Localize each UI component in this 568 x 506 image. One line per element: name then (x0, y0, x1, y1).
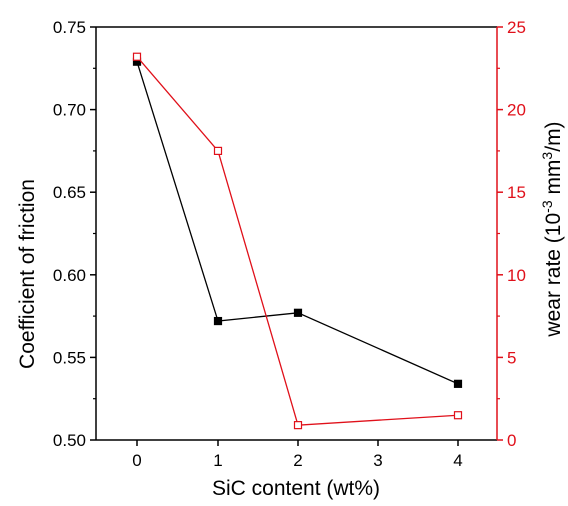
y-axis-title-right-prefix: wear rate (10 (542, 213, 565, 338)
plot-frame (95, 26, 498, 441)
x-axis-title: SiC content (wt%) (212, 477, 380, 500)
y-right-tick-label: 0 (507, 431, 516, 450)
y-axis-title-right-exp1: -3 (539, 200, 555, 213)
y-left-tick-label: 0.55 (53, 348, 86, 367)
wear-rate-data-point (453, 411, 463, 420)
y-right-tick-label: 5 (507, 348, 516, 367)
wear-rate-series-line (136, 56, 459, 426)
y-right-tick-label: 15 (507, 183, 526, 202)
x-tick-label: 3 (373, 451, 382, 470)
wear-rate-data-point (213, 146, 223, 155)
x-tick-label: 2 (293, 451, 302, 470)
y-left-tick-label: 0.50 (53, 431, 86, 450)
y-axis-title-right-exp2: 3 (539, 152, 555, 160)
y-axis-title-right-suffix: /m) (542, 121, 565, 151)
y-left-tick-label: 0.75 (53, 18, 86, 37)
friction-series-line (136, 61, 459, 385)
y-right-tick-label: 25 (507, 18, 526, 37)
x-tick-label: 4 (453, 451, 462, 470)
y-left-tick-label: 0.65 (53, 183, 86, 202)
y-right-tick-label: 10 (507, 266, 526, 285)
y-axis-title-left: Coefficient of friction (16, 179, 39, 369)
friction-data-point (213, 316, 223, 326)
x-tick-label: 1 (213, 451, 222, 470)
y-right-tick-label: 20 (507, 101, 526, 120)
wear-rate-data-point (293, 421, 303, 430)
friction-data-point (453, 379, 463, 388)
y-left-tick-label: 0.70 (53, 101, 86, 120)
y-axis-title-right: wear rate (10-3 mm3/m) (539, 121, 565, 337)
x-tick-label: 0 (132, 451, 141, 470)
wear-rate-data-point (132, 52, 142, 61)
series-layer (132, 52, 463, 430)
y-axis-title-right-mid: mm (542, 160, 565, 201)
tick-layer: 0 1 2 3 4 0.50 0.55 0.60 0.65 0.70 0.75 0 5 10 15 20 25 (53, 18, 526, 470)
y-left-tick-label: 0.60 (53, 266, 86, 285)
friction-data-point (293, 308, 303, 317)
